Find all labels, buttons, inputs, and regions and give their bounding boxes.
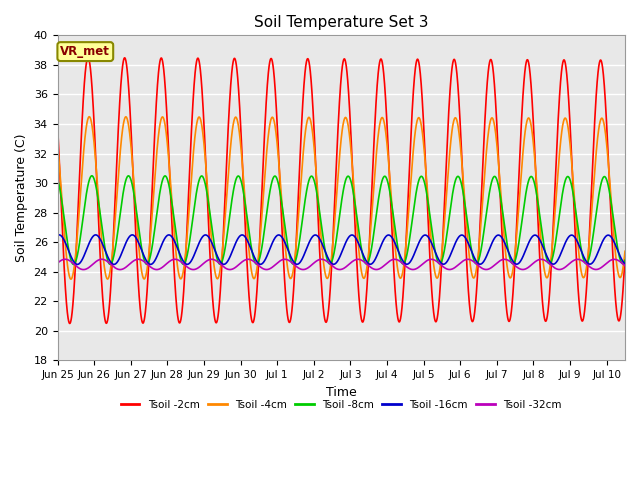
Tsoil -4cm — [86, 114, 93, 120]
Tsoil -4cm — [572, 213, 579, 218]
Legend: Tsoil -2cm, Tsoil -4cm, Tsoil -8cm, Tsoil -16cm, Tsoil -32cm: Tsoil -2cm, Tsoil -4cm, Tsoil -8cm, Tsoi… — [116, 396, 566, 414]
Tsoil -8cm — [520, 205, 527, 211]
Tsoil -4cm — [204, 191, 212, 197]
Tsoil -16cm — [225, 257, 232, 263]
Line: Tsoil -16cm: Tsoil -16cm — [58, 235, 625, 264]
Line: Tsoil -2cm: Tsoil -2cm — [58, 58, 625, 324]
Y-axis label: Soil Temperature (C): Soil Temperature (C) — [15, 133, 28, 262]
Line: Tsoil -8cm: Tsoil -8cm — [58, 176, 625, 264]
Tsoil -2cm — [97, 264, 104, 270]
Tsoil -16cm — [54, 232, 61, 238]
Tsoil -4cm — [54, 141, 61, 146]
Tsoil -16cm — [74, 262, 81, 267]
Tsoil -8cm — [204, 196, 212, 202]
Tsoil -32cm — [621, 263, 629, 269]
Tsoil -32cm — [79, 267, 87, 273]
Tsoil -32cm — [520, 266, 527, 272]
Tsoil -8cm — [97, 216, 104, 221]
Tsoil -2cm — [572, 242, 579, 248]
Tsoil -32cm — [461, 257, 468, 263]
Tsoil -32cm — [572, 257, 579, 263]
Tsoil -32cm — [54, 260, 61, 266]
Tsoil -8cm — [621, 257, 629, 263]
Tsoil -32cm — [204, 257, 212, 263]
Tsoil -8cm — [70, 262, 77, 267]
Title: Soil Temperature Set 3: Soil Temperature Set 3 — [254, 15, 429, 30]
Tsoil -16cm — [621, 261, 629, 266]
Tsoil -4cm — [621, 248, 629, 254]
Tsoil -4cm — [520, 142, 527, 148]
Tsoil -16cm — [55, 232, 63, 238]
Tsoil -2cm — [225, 118, 232, 124]
Tsoil -4cm — [225, 168, 232, 174]
Text: VR_met: VR_met — [60, 45, 110, 58]
Tsoil -2cm — [204, 208, 212, 214]
Tsoil -4cm — [461, 193, 468, 199]
Tsoil -32cm — [97, 256, 104, 262]
Tsoil -4cm — [67, 276, 75, 282]
Tsoil -2cm — [54, 121, 61, 127]
Tsoil -2cm — [520, 83, 527, 88]
Tsoil -8cm — [461, 198, 468, 204]
Line: Tsoil -4cm: Tsoil -4cm — [58, 117, 625, 279]
Tsoil -8cm — [572, 208, 579, 214]
X-axis label: Time: Time — [326, 386, 356, 399]
Tsoil -16cm — [204, 233, 212, 239]
Tsoil -16cm — [572, 236, 579, 241]
Tsoil -32cm — [61, 256, 69, 262]
Tsoil -16cm — [97, 237, 104, 243]
Tsoil -2cm — [621, 253, 629, 259]
Tsoil -8cm — [88, 173, 96, 179]
Tsoil -16cm — [461, 234, 468, 240]
Tsoil -8cm — [54, 176, 61, 182]
Line: Tsoil -32cm: Tsoil -32cm — [58, 259, 625, 270]
Tsoil -32cm — [225, 266, 232, 272]
Tsoil -2cm — [84, 55, 92, 60]
Tsoil -4cm — [97, 227, 104, 233]
Tsoil -16cm — [520, 252, 527, 258]
Tsoil -2cm — [66, 321, 74, 326]
Tsoil -2cm — [461, 213, 468, 218]
Tsoil -8cm — [225, 222, 232, 228]
